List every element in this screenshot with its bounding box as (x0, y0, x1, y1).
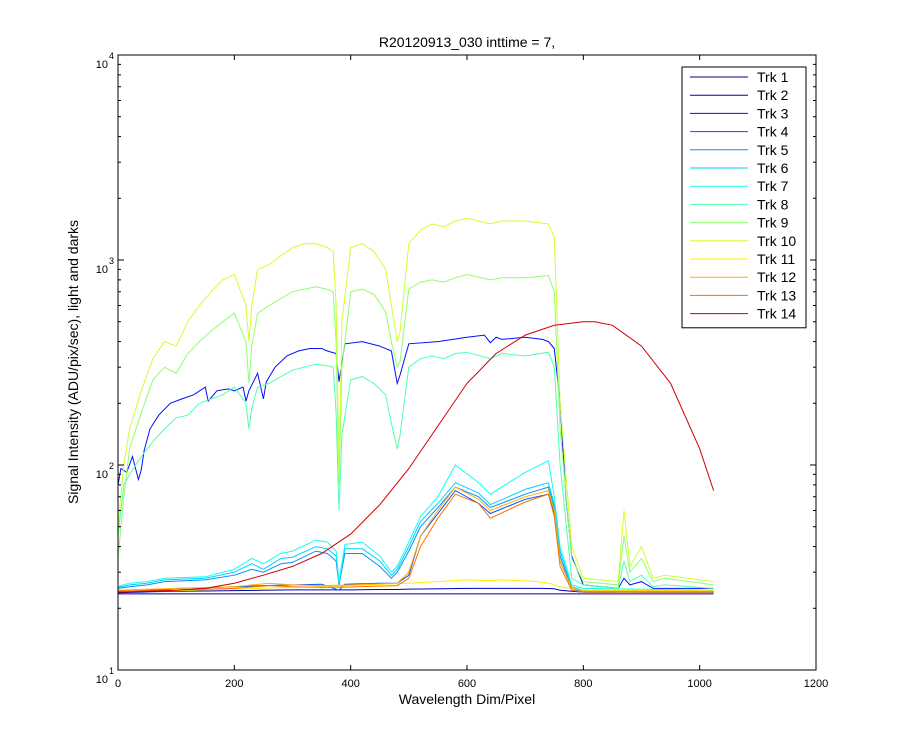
legend-label: Trk 14 (757, 306, 796, 322)
y-tick-exponent: 3 (109, 256, 114, 266)
x-tick-label: 200 (225, 678, 243, 690)
series-line-2 (118, 587, 714, 594)
legend-label: Trk 10 (757, 233, 796, 249)
y-tick-label: 10 (96, 674, 108, 686)
y-tick-label: 10 (96, 469, 108, 481)
y-tick-exponent: 2 (109, 461, 114, 471)
legend: Trk 1 Trk 2 Trk 3 Trk 4 Trk 5 Trk 6 Trk 7 Trk 8… (681, 66, 807, 329)
chart-title: R20120913_030 inttime = 7, (379, 34, 555, 50)
y-tick-exponent: 4 (109, 51, 114, 61)
series-line-8 (118, 351, 714, 589)
legend-label: Trk 13 (757, 287, 796, 303)
legend-label: Trk 1 (757, 69, 789, 85)
legend-label: Trk 12 (757, 269, 796, 285)
series-line-7 (118, 459, 714, 591)
series-line-13 (118, 493, 714, 593)
legend-label: Trk 4 (757, 124, 789, 140)
y-tick-exponent: 1 (109, 666, 114, 676)
legend-label: Trk 8 (757, 196, 789, 212)
series-layer (118, 217, 715, 595)
series-line-5 (118, 486, 714, 593)
legend-box (681, 66, 807, 329)
x-tick-label: 1200 (804, 678, 828, 690)
series-line-14 (118, 321, 715, 593)
legend-label: Trk 9 (757, 215, 789, 231)
x-tick-label: 800 (574, 678, 592, 690)
x-tick-label: 0 (115, 678, 121, 690)
legend-label: Trk 2 (757, 87, 789, 103)
x-tick-label: 600 (458, 678, 476, 690)
series-line-6 (118, 482, 714, 592)
x-tick-label: 400 (341, 678, 359, 690)
legend-label: Trk 7 (757, 178, 789, 194)
legend-label: Trk 3 (757, 105, 789, 121)
series-line-12 (118, 486, 714, 592)
series-line-10 (118, 217, 714, 583)
y-tick-label: 10 (96, 59, 108, 71)
series-line-9 (118, 273, 714, 586)
y-axis-label: Signal Intensity (ADU/pix/sec), light an… (65, 220, 81, 504)
y-tick-label: 10 (96, 264, 108, 276)
x-axis-label: Wavelength Dim/Pixel (399, 691, 535, 707)
legend-label: Trk 6 (757, 160, 789, 176)
series-line-11 (118, 579, 714, 592)
series-line-3 (118, 334, 714, 589)
legend-label: Trk 5 (757, 142, 789, 158)
legend-label: Trk 11 (757, 251, 795, 267)
x-tick-label: 1000 (687, 678, 711, 690)
